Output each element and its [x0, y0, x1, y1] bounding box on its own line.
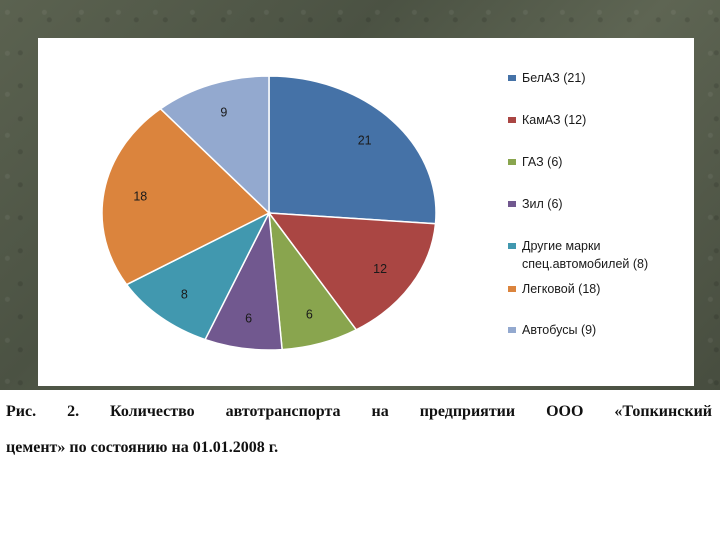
- pie-slice-label-7: 9: [220, 106, 227, 120]
- pie-slice-2: [267, 212, 437, 331]
- legend-swatch-4: [508, 201, 516, 207]
- pie-slice-5: [125, 211, 271, 341]
- legend-label-2: КамАЗ (12): [522, 113, 586, 127]
- legend-swatch-2: [508, 117, 516, 123]
- figure-caption-line-1: Рис. 2. Количество автотранспорта на пре…: [6, 403, 712, 420]
- legend-label-3: ГАЗ (6): [522, 155, 562, 169]
- figure-caption: Рис. 2. Количество автотранспорта на пре…: [6, 394, 712, 466]
- figure-caption-line-2: цемент» по состоянию на 01.01.2008 г.: [6, 439, 279, 456]
- pie-slice-6: [101, 107, 271, 286]
- pie-slice-7: [159, 75, 270, 215]
- legend-swatch-6: [508, 286, 516, 292]
- legend-label-4: Зил (6): [522, 197, 563, 211]
- pie-slice-label-4: 6: [245, 312, 252, 326]
- legend-label-7: Автобусы (9): [522, 323, 596, 337]
- pie-slice-label-3: 6: [306, 308, 313, 322]
- legend-label-5-line-1: Другие марки: [522, 239, 600, 253]
- chart-panel: 21 12 6 6 8 18 9 БелАЗ (21) КамАЗ (12) ГАЗ (6) Зи…: [38, 38, 694, 386]
- pie-chart: 21 12 6 6 8 18 9 БелАЗ (21) КамАЗ (12) ГАЗ (6) Зи…: [101, 71, 648, 351]
- legend-swatch-3: [508, 159, 516, 165]
- legend-swatch-7: [508, 327, 516, 333]
- legend-label-1: БелАЗ (21): [522, 71, 585, 85]
- pie-slices: [101, 75, 437, 351]
- pie-slice-label-6: 18: [133, 189, 147, 203]
- chart-legend: БелАЗ (21) КамАЗ (12) ГАЗ (6) Зил (6) Другие…: [508, 71, 648, 337]
- legend-swatch-1: [508, 75, 516, 81]
- legend-swatch-5: [508, 243, 516, 249]
- legend-label-6: Легковой (18): [522, 282, 600, 296]
- pie-slice-label-2: 12: [373, 262, 387, 276]
- legend-label-5-line-2: спец.автомобилей (8): [522, 257, 648, 271]
- pie-slice-labels: 21 12 6 6 8 18 9: [133, 106, 387, 326]
- pie-slice-label-5: 8: [181, 287, 188, 301]
- pie-slice-label-1: 21: [358, 134, 372, 148]
- pie-slice-1: [268, 75, 437, 225]
